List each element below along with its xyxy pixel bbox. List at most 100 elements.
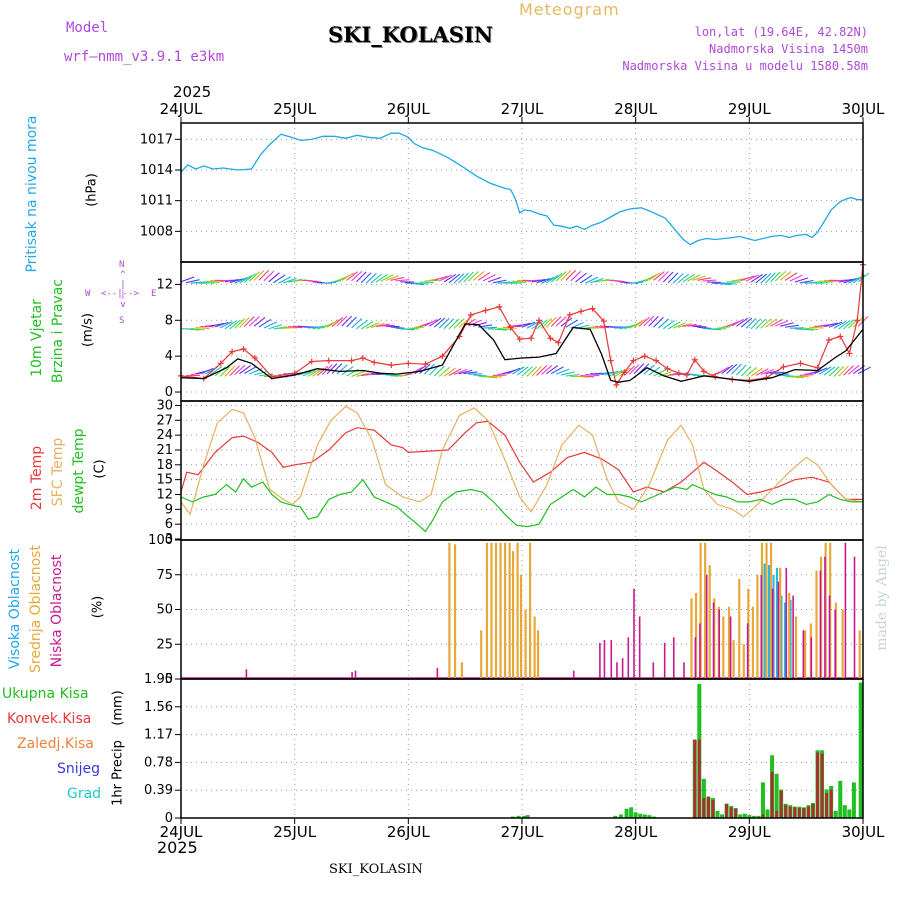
wind-arrow-band xyxy=(180,269,870,286)
wind-arrow xyxy=(239,317,250,328)
x-date-label-top: 29JUL xyxy=(728,100,771,118)
precip-legend-freezing: Zaledj.Kisa xyxy=(17,736,94,752)
precip-total-bar xyxy=(715,810,720,818)
wind-arrow xyxy=(541,276,555,284)
wind-arrow xyxy=(672,322,687,329)
cloud-low-bar xyxy=(834,609,836,679)
wind-arrow xyxy=(351,370,365,377)
wind-gust-point xyxy=(691,356,698,363)
wind-arrow xyxy=(546,365,559,375)
precip-total-bar xyxy=(751,815,756,818)
wind-arrow xyxy=(687,274,701,282)
wind-arrow xyxy=(483,326,498,329)
compass-vertical-icon: ^ | | v xyxy=(120,270,126,310)
temperature-ytick-label: 9 xyxy=(165,502,173,517)
wind-arrow xyxy=(487,276,502,283)
precip-total-bar xyxy=(522,815,527,818)
wind-arrow xyxy=(258,319,272,328)
wind-arrow xyxy=(346,271,358,281)
wind-gust-point xyxy=(664,365,671,372)
wind-arrow xyxy=(473,374,488,377)
wind-arrow xyxy=(833,279,848,282)
wind-arrow xyxy=(745,274,759,282)
wind-arrow xyxy=(365,273,377,284)
wind-arrow xyxy=(585,276,599,284)
wind-arrow xyxy=(253,270,265,281)
precip-convective-bar xyxy=(734,808,738,818)
wind-arrow xyxy=(234,276,248,284)
cloud-low-bar xyxy=(699,623,701,679)
wind-arrow xyxy=(390,326,405,329)
wind-arrow xyxy=(697,326,712,330)
x-date-label-top: 30JUL xyxy=(842,100,885,118)
pressure-ytick-label: 1017 xyxy=(140,132,173,147)
precip-convective-bars xyxy=(693,739,833,818)
cloud-ytick-label: 50 xyxy=(156,603,173,618)
wind-arrow xyxy=(351,318,363,329)
cloud-mid-bar xyxy=(490,542,493,679)
wind-arrow xyxy=(633,318,646,328)
cloud-low-bar xyxy=(802,630,805,679)
wind-arrow xyxy=(244,366,257,374)
wind-arrow xyxy=(565,319,579,328)
wind-arrow xyxy=(209,366,222,376)
wind-arrow-band xyxy=(180,315,869,331)
cloud-low-bar xyxy=(819,570,822,679)
cloud-mid-bar xyxy=(448,542,451,679)
wind-arrow xyxy=(823,366,836,376)
cloud-mid-bar xyxy=(742,644,745,679)
wind-arrow xyxy=(550,316,562,327)
wind-arrow xyxy=(448,368,462,376)
wind-arrow xyxy=(697,277,712,281)
wind-gust-point xyxy=(613,381,620,388)
wind-arrow xyxy=(453,318,465,329)
wind-arrow xyxy=(828,321,843,328)
x-date-label-bottom: 25JUL xyxy=(273,823,316,841)
wind-arrow xyxy=(497,327,512,331)
wind-arrow xyxy=(794,277,809,283)
wind-arrow xyxy=(239,275,252,284)
cloud-high-bar xyxy=(768,565,771,679)
cloud-mid-bar xyxy=(699,542,702,679)
wind-arrow xyxy=(653,271,665,281)
wind-arrow xyxy=(317,365,329,376)
wind-arrow xyxy=(248,271,260,282)
precip-total-bar xyxy=(525,815,530,818)
precip-convective-bar xyxy=(793,807,797,818)
wind-gust-point xyxy=(217,360,224,367)
cloud-low-bar xyxy=(683,662,685,679)
compass-arrows-icon: <--|--> xyxy=(101,289,139,299)
wind-gust-point xyxy=(325,357,332,364)
cloud-low-bar xyxy=(436,667,439,679)
temperature-ytick-label: 3 xyxy=(165,532,173,547)
wind-arrow xyxy=(424,319,438,327)
wind-arrow xyxy=(210,322,225,327)
wind-arrow xyxy=(565,373,580,377)
cloud-mid-bar xyxy=(524,609,527,679)
wind-arrow xyxy=(565,269,577,281)
wind-arrow xyxy=(731,318,745,327)
wind-arrow xyxy=(545,316,557,328)
precip-legend-snow: Snijeg xyxy=(57,761,101,777)
wind-arrow xyxy=(253,370,268,376)
wind-ytick-label: 12 xyxy=(156,277,173,292)
cloud-low-bar xyxy=(771,588,774,679)
wind-arrow xyxy=(843,365,854,376)
pressure-ytick-label: 1011 xyxy=(140,194,173,209)
cloud-low-bar xyxy=(853,556,856,679)
wind-gust-point xyxy=(780,363,787,370)
wind-gust-point xyxy=(621,369,628,376)
cloud-mid-bar xyxy=(722,616,725,679)
cloud-low-bar xyxy=(824,556,826,679)
wind-arrow xyxy=(453,273,465,284)
wind-arrow xyxy=(448,273,461,284)
precip-convective-bar xyxy=(784,805,788,818)
wind-arrow xyxy=(653,316,664,328)
precip-total-bar xyxy=(647,815,652,818)
wind-arrow xyxy=(550,366,564,375)
chart-kind-label: Meteogram xyxy=(519,0,620,19)
wind-arrow xyxy=(799,374,814,376)
wind-gust-point xyxy=(422,361,429,368)
wind-arrow xyxy=(580,374,595,378)
